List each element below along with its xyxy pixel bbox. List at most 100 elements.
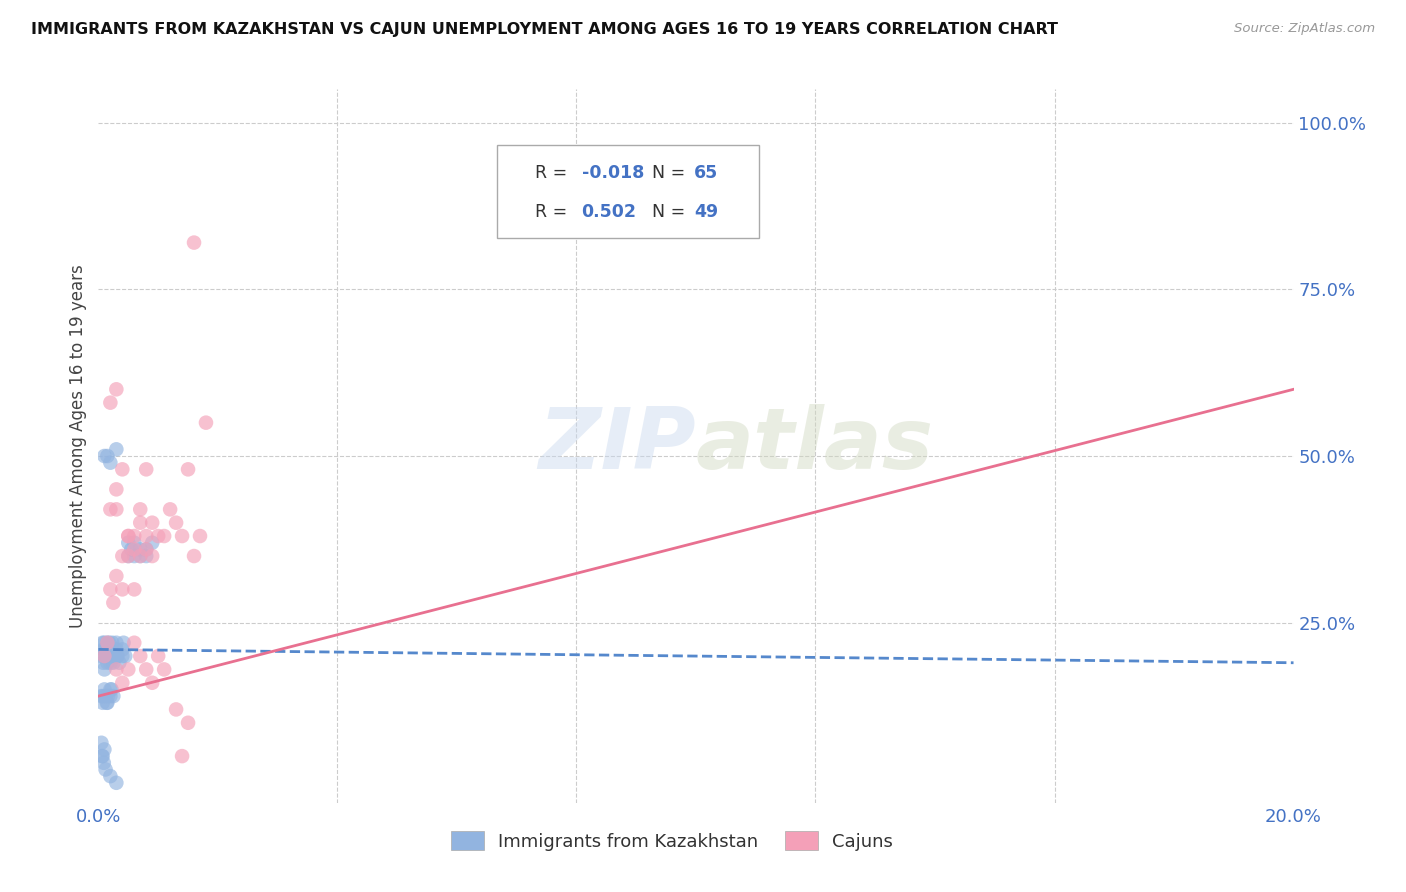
- Point: [90, 649, 112, 664]
- Point: [105, 442, 128, 457]
- Point: [103, 656, 125, 670]
- Point: [94, 642, 117, 657]
- Point: [98, 649, 122, 664]
- Y-axis label: Unemployment Among Ages 16 to 19 years: Unemployment Among Ages 16 to 19 years: [69, 264, 87, 628]
- Point: [117, 549, 139, 563]
- Point: [124, 542, 146, 557]
- Point: [96, 656, 118, 670]
- Point: [183, 235, 205, 250]
- Point: [153, 662, 176, 676]
- Point: [183, 549, 205, 563]
- Point: [177, 715, 200, 730]
- Point: [117, 662, 139, 676]
- Point: [107, 649, 129, 664]
- Point: [91, 749, 114, 764]
- Point: [94, 763, 117, 777]
- Point: [141, 549, 163, 563]
- Point: [153, 529, 176, 543]
- Point: [141, 535, 163, 549]
- Text: ZIP: ZIP: [538, 404, 696, 488]
- Point: [91, 656, 114, 670]
- Point: [91, 636, 114, 650]
- Point: [135, 542, 157, 557]
- Point: [135, 662, 157, 676]
- Text: 49: 49: [695, 202, 718, 220]
- Text: -0.018: -0.018: [582, 163, 644, 182]
- Point: [114, 649, 136, 664]
- Point: [98, 395, 122, 409]
- Point: [117, 529, 139, 543]
- Point: [172, 529, 194, 543]
- Point: [124, 535, 146, 549]
- Legend: Immigrants from Kazakhstan, Cajuns: Immigrants from Kazakhstan, Cajuns: [444, 824, 900, 858]
- Point: [129, 549, 152, 563]
- Point: [105, 382, 128, 396]
- Point: [93, 742, 115, 756]
- Point: [105, 502, 128, 516]
- Point: [98, 502, 122, 516]
- Point: [96, 696, 118, 710]
- Point: [117, 535, 139, 549]
- Point: [93, 642, 115, 657]
- Point: [111, 642, 134, 657]
- Point: [90, 736, 112, 750]
- Point: [141, 516, 163, 530]
- Point: [93, 682, 115, 697]
- Point: [108, 656, 131, 670]
- Point: [93, 449, 115, 463]
- Point: [101, 636, 124, 650]
- Point: [141, 675, 163, 690]
- Text: IMMIGRANTS FROM KAZAKHSTAN VS CAJUN UNEMPLOYMENT AMONG AGES 16 TO 19 YEARS CORRE: IMMIGRANTS FROM KAZAKHSTAN VS CAJUN UNEM…: [31, 22, 1057, 37]
- Point: [93, 649, 115, 664]
- Point: [117, 529, 139, 543]
- Point: [105, 569, 128, 583]
- Point: [96, 636, 118, 650]
- Point: [97, 642, 120, 657]
- Point: [96, 649, 118, 664]
- Point: [94, 689, 117, 703]
- Point: [97, 649, 120, 664]
- Point: [135, 549, 157, 563]
- Point: [188, 529, 211, 543]
- Point: [135, 529, 157, 543]
- Point: [90, 689, 112, 703]
- Point: [96, 696, 118, 710]
- Point: [98, 682, 122, 697]
- Point: [103, 596, 125, 610]
- Point: [98, 636, 121, 650]
- Point: [111, 462, 134, 476]
- Point: [165, 702, 187, 716]
- Point: [105, 636, 128, 650]
- Point: [96, 449, 118, 463]
- Point: [111, 649, 134, 664]
- Point: [98, 689, 122, 703]
- Point: [98, 769, 122, 783]
- Point: [124, 582, 146, 597]
- Point: [103, 689, 125, 703]
- Point: [124, 549, 146, 563]
- Point: [120, 542, 142, 557]
- Point: [93, 662, 115, 676]
- Point: [129, 649, 152, 664]
- Text: atlas: atlas: [696, 404, 934, 488]
- Point: [93, 636, 115, 650]
- Point: [105, 776, 128, 790]
- Point: [177, 462, 200, 476]
- Point: [100, 682, 122, 697]
- Point: [165, 516, 187, 530]
- Point: [91, 696, 114, 710]
- Text: R =: R =: [536, 163, 572, 182]
- Point: [148, 529, 170, 543]
- Text: 0.502: 0.502: [582, 202, 637, 220]
- Point: [103, 649, 125, 664]
- Point: [111, 549, 134, 563]
- Point: [96, 636, 118, 650]
- Point: [124, 636, 146, 650]
- Point: [135, 542, 157, 557]
- Point: [129, 542, 152, 557]
- Point: [105, 483, 128, 497]
- Point: [129, 502, 152, 516]
- FancyBboxPatch shape: [506, 161, 529, 181]
- Point: [93, 756, 115, 770]
- Point: [124, 529, 146, 543]
